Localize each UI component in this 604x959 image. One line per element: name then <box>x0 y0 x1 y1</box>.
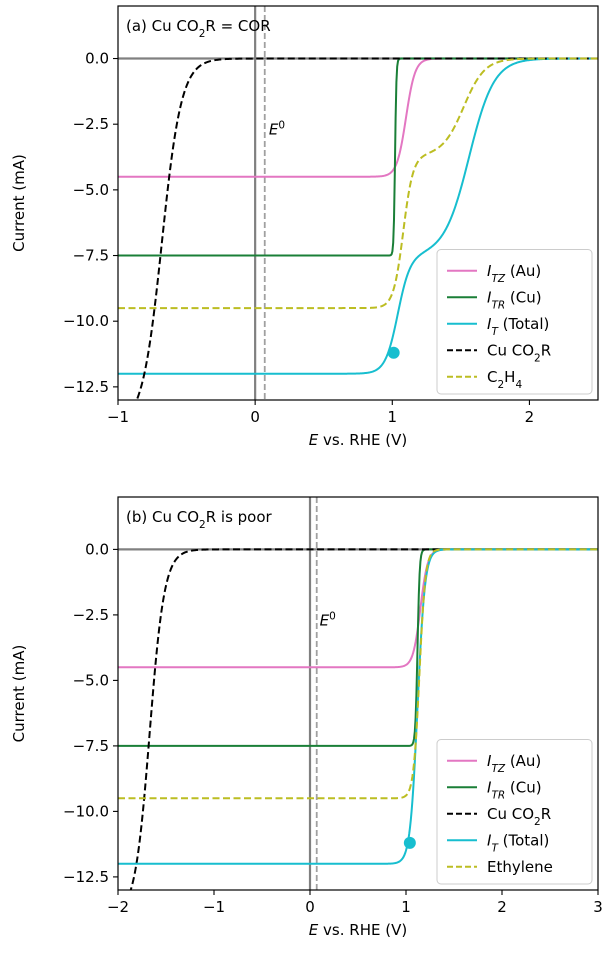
y-axis-label: Current (mA) <box>10 154 28 252</box>
axes-frame <box>117 5 599 401</box>
y-tick-label: −12.5 <box>63 378 109 396</box>
y-tick-label: −5.0 <box>73 671 109 689</box>
legend-label-tz: ITZ (Au) <box>487 752 541 775</box>
x-tick-label: 1 <box>401 898 411 916</box>
y-axis-label: Current (mA) <box>10 645 28 743</box>
legend-label-cu: Cu CO2R <box>487 341 551 364</box>
y-tick-label: −5.0 <box>73 181 109 199</box>
series-line-prod <box>118 548 598 800</box>
legend-label-tr: ITR (Cu) <box>487 288 542 311</box>
legend-label-tr: ITR (Cu) <box>487 778 542 801</box>
total-current-marker <box>403 836 416 849</box>
x-tick-label: 2 <box>525 408 535 426</box>
series-line-cu <box>135 57 598 400</box>
panel-label: (a) Cu CO2R = COR <box>126 17 271 40</box>
y-tick-label: 0.0 <box>85 50 109 68</box>
e0-label: E0 <box>320 610 336 629</box>
e0-label: E0 <box>269 120 285 139</box>
legend-box <box>436 739 593 885</box>
y-tick-label: −10.0 <box>63 312 109 330</box>
legend-box <box>436 249 593 395</box>
total-current-marker <box>387 346 400 359</box>
y-tick-label: −12.5 <box>63 868 109 886</box>
axes-frame <box>117 496 599 891</box>
y-tick-label: −7.5 <box>73 247 109 265</box>
chart-panel-a: −1 0 1 2 0.0 −2.5 −5.0 −7.5 −10.0 −12.5 E vs. RHE … <box>10 5 599 449</box>
x-tick-label: −2 <box>107 898 129 916</box>
x-tick-label: 0 <box>250 408 260 426</box>
y-tick-label: 0.0 <box>85 540 109 558</box>
legend-label-prod: Ethylene <box>487 858 553 876</box>
y-tick-label: −2.5 <box>73 606 109 624</box>
x-tick-label: 3 <box>593 898 603 916</box>
plot-area <box>118 6 598 400</box>
legend: ITZ (Au) ITR (Cu) Cu CO2R IT (Total) Ethylen… <box>436 739 593 885</box>
y-tick-label: −2.5 <box>73 115 109 133</box>
series-line-prod <box>118 57 598 310</box>
x-axis-label: E vs. RHE (V) <box>309 431 407 449</box>
series-line-total <box>118 57 598 375</box>
plot-area <box>118 497 598 890</box>
x-tick-label: 0 <box>305 898 315 916</box>
legend-label-prod: C2H4 <box>487 368 522 391</box>
series-line-tr <box>118 548 598 747</box>
series-line-tr <box>118 57 598 257</box>
x-tick-label: −1 <box>203 898 225 916</box>
legend: ITZ (Au) ITR (Cu) IT (Total) Cu CO2R C2H4 <box>436 249 593 395</box>
y-tick-label: −10.0 <box>63 802 109 820</box>
x-tick-label: 2 <box>497 898 507 916</box>
legend-label-total: IT (Total) <box>487 831 549 854</box>
legend-label-tz: ITZ (Au) <box>487 262 541 285</box>
series-line-tz <box>118 548 598 669</box>
legend-label-cu: Cu CO2R <box>487 805 551 828</box>
x-tick-label: 1 <box>388 408 398 426</box>
chart-panel-b: −2 −1 0 1 2 3 0.0 −2.5 −5.0 −7.5 −10.0 −12.5 E vs. R… <box>10 496 603 939</box>
panel-label: (b) Cu CO2R is poor <box>126 508 273 531</box>
x-axis-label: E vs. RHE (V) <box>309 921 407 939</box>
y-tick-label: −7.5 <box>73 737 109 755</box>
legend-label-total: IT (Total) <box>487 315 549 338</box>
x-tick-label: −1 <box>107 408 129 426</box>
